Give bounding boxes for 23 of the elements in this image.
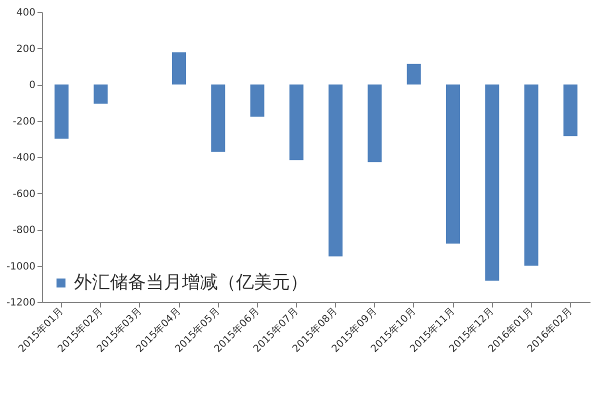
bar [485,84,500,281]
bar [524,84,538,266]
bar [328,84,343,256]
y-tick-label: 0 [29,80,36,91]
y-tick-label: -1200 [6,298,36,308]
y-tick-label: -800 [12,225,36,236]
bar [563,84,578,136]
bar [211,84,226,152]
y-tick-label: -400 [12,152,36,164]
bar [289,84,304,160]
y-tick-label: 400 [16,8,36,18]
bar [172,52,186,84]
y-tick-label: -1000 [6,261,36,272]
bar [446,84,460,244]
bar [406,64,421,84]
bar [368,84,382,162]
y-tick-label: -600 [12,188,36,200]
y-tick-label: 200 [16,44,36,55]
y-tick-label: -200 [12,116,36,128]
bar [54,84,69,139]
bar [250,84,264,117]
bar [94,84,108,104]
legend-label: 外汇储备当月增减（亿美元） [74,272,308,293]
